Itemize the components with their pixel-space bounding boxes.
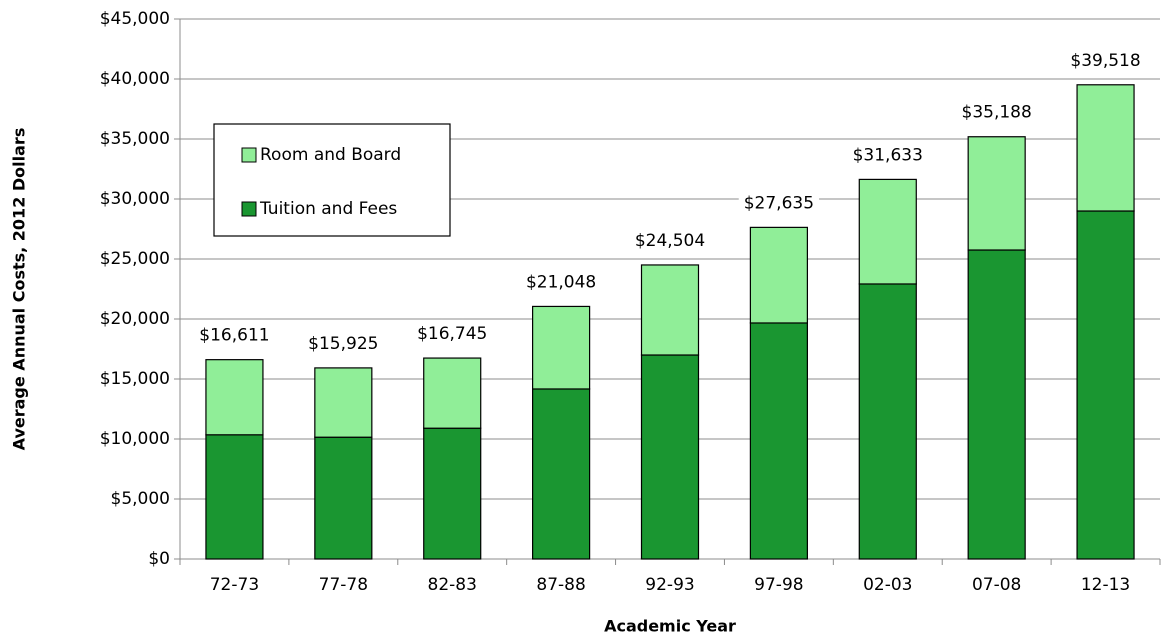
bar-segment bbox=[967, 249, 1026, 560]
legend-label: Room and Board bbox=[260, 145, 401, 165]
legend-label: Tuition and Fees bbox=[259, 199, 397, 219]
y-tick-label: $20,000 bbox=[100, 309, 170, 329]
label-background bbox=[738, 190, 820, 217]
bar-segment bbox=[314, 436, 373, 560]
bar-segment bbox=[749, 322, 808, 560]
total-label: $39,518 bbox=[1070, 51, 1140, 71]
y-tick-label: $30,000 bbox=[100, 189, 170, 209]
bar-segment bbox=[858, 283, 917, 560]
x-tick-label: 07-08 bbox=[972, 575, 1021, 595]
x-tick-label: 97-98 bbox=[754, 575, 803, 595]
legend-box bbox=[213, 123, 451, 237]
legend-swatch bbox=[241, 147, 257, 163]
label-background bbox=[194, 322, 275, 349]
total-label: $35,188 bbox=[962, 103, 1032, 123]
x-tick-label: 87-88 bbox=[536, 575, 585, 595]
y-tick-label: $5,000 bbox=[111, 489, 170, 509]
label-background bbox=[847, 142, 928, 169]
bar-segment bbox=[640, 264, 700, 356]
bar-segment bbox=[640, 354, 700, 560]
bar-segment bbox=[314, 367, 373, 438]
label-background bbox=[629, 227, 711, 254]
bar-segment bbox=[532, 305, 591, 390]
label-background bbox=[303, 330, 384, 357]
bar-segment bbox=[532, 388, 591, 560]
y-tick-label: $10,000 bbox=[100, 429, 170, 449]
y-tick-label: $25,000 bbox=[100, 249, 170, 269]
y-tick-label: $15,000 bbox=[100, 369, 170, 389]
y-tick-label: $35,000 bbox=[100, 129, 170, 149]
bar-segment bbox=[967, 136, 1026, 251]
total-label: $16,611 bbox=[199, 326, 269, 346]
legend-swatch bbox=[241, 201, 257, 217]
x-tick-label: 12-13 bbox=[1081, 575, 1130, 595]
bar-segment bbox=[1076, 84, 1135, 212]
y-tick-label: $0 bbox=[148, 549, 170, 569]
bar-segment bbox=[205, 359, 264, 436]
label-background bbox=[1065, 47, 1146, 74]
total-label: $27,635 bbox=[744, 193, 814, 213]
bar-segment bbox=[423, 357, 482, 429]
bar-segment bbox=[1076, 210, 1135, 560]
x-tick-label: 72-73 bbox=[210, 575, 259, 595]
bar-segment bbox=[749, 226, 808, 324]
y-axis-title: Average Annual Costs, 2012 Dollars bbox=[10, 128, 29, 451]
total-label: $15,925 bbox=[308, 334, 378, 354]
x-tick-label: 77-78 bbox=[319, 575, 368, 595]
x-axis-title: Academic Year bbox=[604, 617, 736, 636]
bar-segment bbox=[423, 427, 482, 560]
y-tick-label: $40,000 bbox=[100, 69, 170, 89]
x-tick-label: 02-03 bbox=[863, 575, 912, 595]
total-label: $24,504 bbox=[635, 231, 705, 251]
bar-segment bbox=[205, 434, 264, 560]
x-tick-label: 92-93 bbox=[645, 575, 694, 595]
label-background bbox=[520, 269, 602, 296]
total-label: $31,633 bbox=[853, 145, 923, 165]
total-label: $21,048 bbox=[526, 272, 596, 292]
label-background bbox=[412, 321, 493, 348]
total-label: $16,745 bbox=[417, 324, 487, 344]
x-tick-label: 82-83 bbox=[428, 575, 477, 595]
y-tick-label: $45,000 bbox=[100, 9, 170, 29]
bar-segment bbox=[858, 178, 917, 285]
label-background bbox=[956, 99, 1037, 126]
